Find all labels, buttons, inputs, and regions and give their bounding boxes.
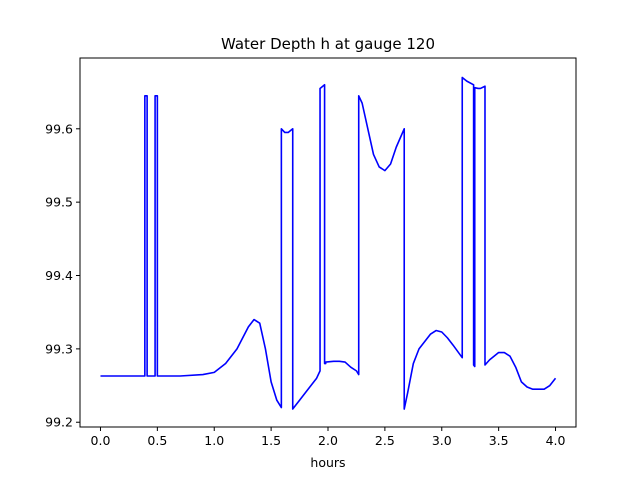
y-tick-label: 99.6 — [45, 121, 73, 136]
x-tick-label: 0.5 — [147, 433, 167, 448]
x-tick-label: 3.5 — [489, 433, 509, 448]
x-tick-label: 1.5 — [261, 433, 281, 448]
series-line-group — [100, 76, 557, 410]
x-axis-ticks: 0.0 0.5 1.0 1.5 2.0 2.5 3.0 3.5 4.0 — [91, 427, 566, 448]
chart-title: Water Depth h at gauge 120 — [221, 35, 435, 53]
y-tick-label: 99.4 — [45, 268, 73, 283]
y-axis-ticks: 99.2 99.3 99.4 99.5 99.6 — [45, 121, 80, 430]
plot-frame — [79, 57, 577, 428]
x-tick-label: 2.5 — [375, 433, 395, 448]
x-tick-label: 0.0 — [91, 433, 111, 448]
x-tick-label: 4.0 — [546, 433, 566, 448]
y-tick-label: 99.5 — [45, 195, 73, 210]
y-tick-label: 99.2 — [45, 415, 73, 430]
x-tick-label: 3.0 — [432, 433, 452, 448]
x-axis-label: hours — [310, 455, 345, 470]
x-tick-label: 2.0 — [318, 433, 338, 448]
y-tick-label: 99.3 — [45, 341, 73, 356]
x-tick-label: 1.0 — [204, 433, 224, 448]
series-line-0 — [100, 76, 557, 410]
